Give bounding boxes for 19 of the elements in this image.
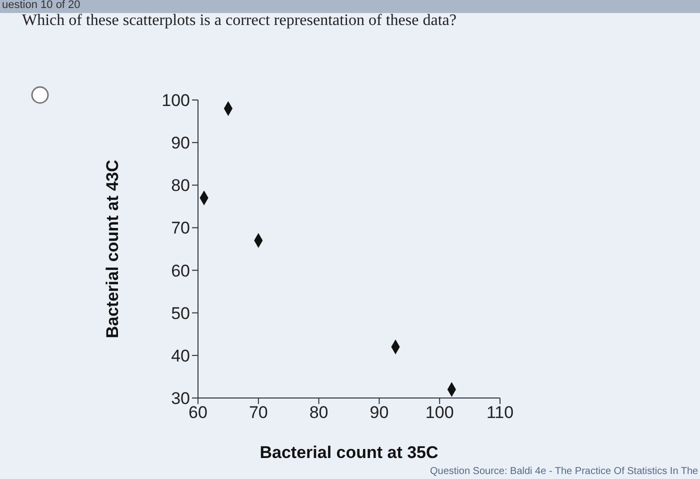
x-axis-title: Bacterial count at 35C	[260, 443, 438, 462]
y-tick-label: 90	[171, 134, 190, 153]
x-tick-label: 60	[188, 403, 208, 422]
chart-title: Which of these scatterplots is a correct representation of these data?	[22, 12, 456, 30]
y-tick-label: 70	[171, 218, 190, 238]
y-tick-label: 60	[171, 261, 190, 280]
text: uestion 10 of 20	[2, 0, 80, 11]
x-tick-label: 90	[370, 403, 389, 422]
y-tick-label: 100	[162, 91, 190, 110]
text: Question Source: Baldi 4e - The Practice Of Statistics In The	[430, 466, 698, 477]
y-tick-label: 40	[171, 346, 190, 366]
x-tick-label: 100	[425, 403, 454, 422]
x-tick-label: 110	[486, 403, 514, 422]
y-tick-label: 30	[171, 389, 190, 408]
y-tick-label: 50	[171, 304, 190, 323]
x-tick-label: 80	[309, 403, 328, 422]
y-tick-label: 80	[171, 176, 190, 196]
y-axis-title: Bacterial count at 43C	[103, 160, 122, 338]
x-tick-label: 70	[248, 403, 268, 422]
